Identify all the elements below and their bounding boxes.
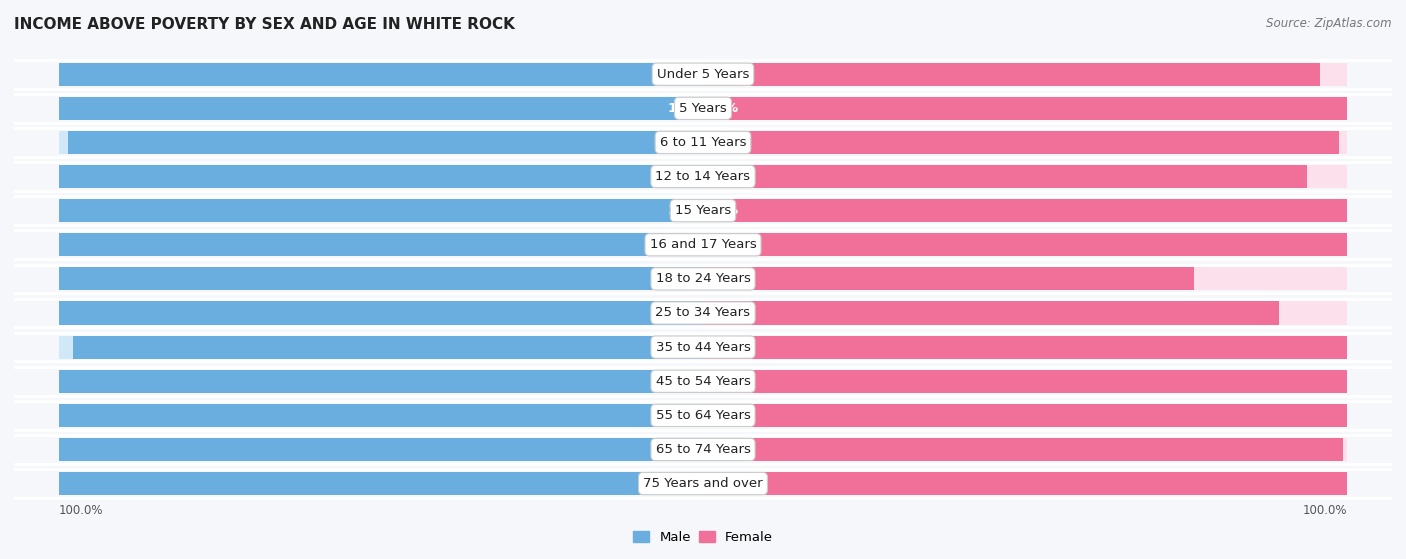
Bar [703, 267, 1347, 291]
Bar [59, 267, 703, 291]
Bar [59, 301, 703, 325]
Text: INCOME ABOVE POVERTY BY SEX AND AGE IN WHITE ROCK: INCOME ABOVE POVERTY BY SEX AND AGE IN W… [14, 17, 515, 32]
Text: 15 Years: 15 Years [675, 204, 731, 217]
Bar [703, 97, 1347, 120]
Bar [59, 131, 703, 154]
Text: 93.8%: 93.8% [676, 170, 723, 183]
Bar [59, 199, 703, 222]
Text: 100.0%: 100.0% [683, 272, 738, 286]
Bar [59, 404, 703, 427]
Bar [59, 165, 703, 188]
Bar [59, 301, 703, 325]
Bar [59, 438, 703, 461]
Text: Source: ZipAtlas.com: Source: ZipAtlas.com [1267, 17, 1392, 30]
Bar [59, 63, 703, 86]
Text: 100.0%: 100.0% [668, 102, 723, 115]
Text: 100.0%: 100.0% [683, 170, 738, 183]
Bar [59, 233, 703, 257]
Text: 100.0%: 100.0% [1302, 504, 1347, 517]
Bar [703, 472, 1347, 495]
Bar [59, 97, 703, 120]
Bar [59, 267, 703, 291]
Text: 55 to 64 Years: 55 to 64 Years [655, 409, 751, 422]
Text: 100.0%: 100.0% [683, 238, 738, 251]
Text: 5 Years: 5 Years [679, 102, 727, 115]
Text: 75 Years and over: 75 Years and over [643, 477, 763, 490]
Bar [59, 165, 703, 188]
Text: 100.0%: 100.0% [668, 409, 723, 422]
Text: 100.0%: 100.0% [668, 375, 723, 388]
Text: 35 to 44 Years: 35 to 44 Years [655, 340, 751, 354]
Bar [703, 63, 1320, 86]
Bar [703, 404, 1347, 427]
Text: 98.8%: 98.8% [676, 136, 723, 149]
Bar [703, 301, 1347, 325]
Bar [703, 335, 1347, 359]
Bar [703, 404, 1347, 427]
Bar [703, 131, 1347, 154]
Text: 100.0%: 100.0% [668, 238, 723, 251]
Bar [59, 472, 703, 495]
Text: 100.0%: 100.0% [683, 102, 738, 115]
Text: 97.8%: 97.8% [683, 340, 730, 354]
Bar [703, 165, 1308, 188]
Bar [59, 97, 703, 120]
Bar [59, 369, 703, 393]
Text: 100.0%: 100.0% [683, 443, 738, 456]
Bar [703, 233, 1347, 257]
Bar [703, 233, 1347, 257]
Text: 25 to 34 Years: 25 to 34 Years [655, 306, 751, 320]
Text: 18 to 24 Years: 18 to 24 Years [655, 272, 751, 286]
Text: 6 to 11 Years: 6 to 11 Years [659, 136, 747, 149]
Bar [703, 369, 1347, 393]
Text: 100.0%: 100.0% [683, 375, 738, 388]
Bar [67, 131, 703, 154]
Text: 16 and 17 Years: 16 and 17 Years [650, 238, 756, 251]
Bar [59, 472, 703, 495]
Bar [703, 438, 1343, 461]
Bar [59, 369, 703, 393]
Bar [59, 404, 703, 427]
Bar [73, 335, 703, 359]
Bar [59, 63, 703, 86]
Text: Under 5 Years: Under 5 Years [657, 68, 749, 80]
Bar [59, 438, 703, 461]
Text: 100.0%: 100.0% [683, 204, 738, 217]
Bar [703, 199, 1347, 222]
Bar [703, 472, 1347, 495]
Legend: Male, Female: Male, Female [627, 526, 779, 549]
Bar [703, 131, 1339, 154]
Bar [703, 301, 1278, 325]
Text: 100.0%: 100.0% [59, 504, 104, 517]
Bar [703, 199, 1347, 222]
Bar [703, 63, 1347, 86]
Text: 100.0%: 100.0% [683, 409, 738, 422]
Bar [703, 335, 1347, 359]
Text: 99.4%: 99.4% [676, 443, 723, 456]
Text: 89.4%: 89.4% [676, 306, 723, 320]
Bar [703, 438, 1347, 461]
Bar [59, 199, 703, 222]
Text: 45 to 54 Years: 45 to 54 Years [655, 375, 751, 388]
Text: 100.0%: 100.0% [683, 477, 738, 490]
Text: 76.2%: 76.2% [676, 272, 723, 286]
Bar [59, 233, 703, 257]
Text: 65 to 74 Years: 65 to 74 Years [655, 443, 751, 456]
Bar [703, 369, 1347, 393]
Text: 98.6%: 98.6% [683, 136, 730, 149]
Text: 100.0%: 100.0% [683, 306, 738, 320]
Bar [703, 97, 1347, 120]
Text: 95.8%: 95.8% [676, 68, 723, 80]
Bar [703, 165, 1347, 188]
Text: 100.0%: 100.0% [668, 204, 723, 217]
Text: 12 to 14 Years: 12 to 14 Years [655, 170, 751, 183]
Bar [703, 267, 1194, 291]
Bar [59, 335, 703, 359]
Text: 100.0%: 100.0% [668, 340, 723, 354]
Text: 100.0%: 100.0% [668, 477, 723, 490]
Text: 100.0%: 100.0% [683, 68, 738, 80]
